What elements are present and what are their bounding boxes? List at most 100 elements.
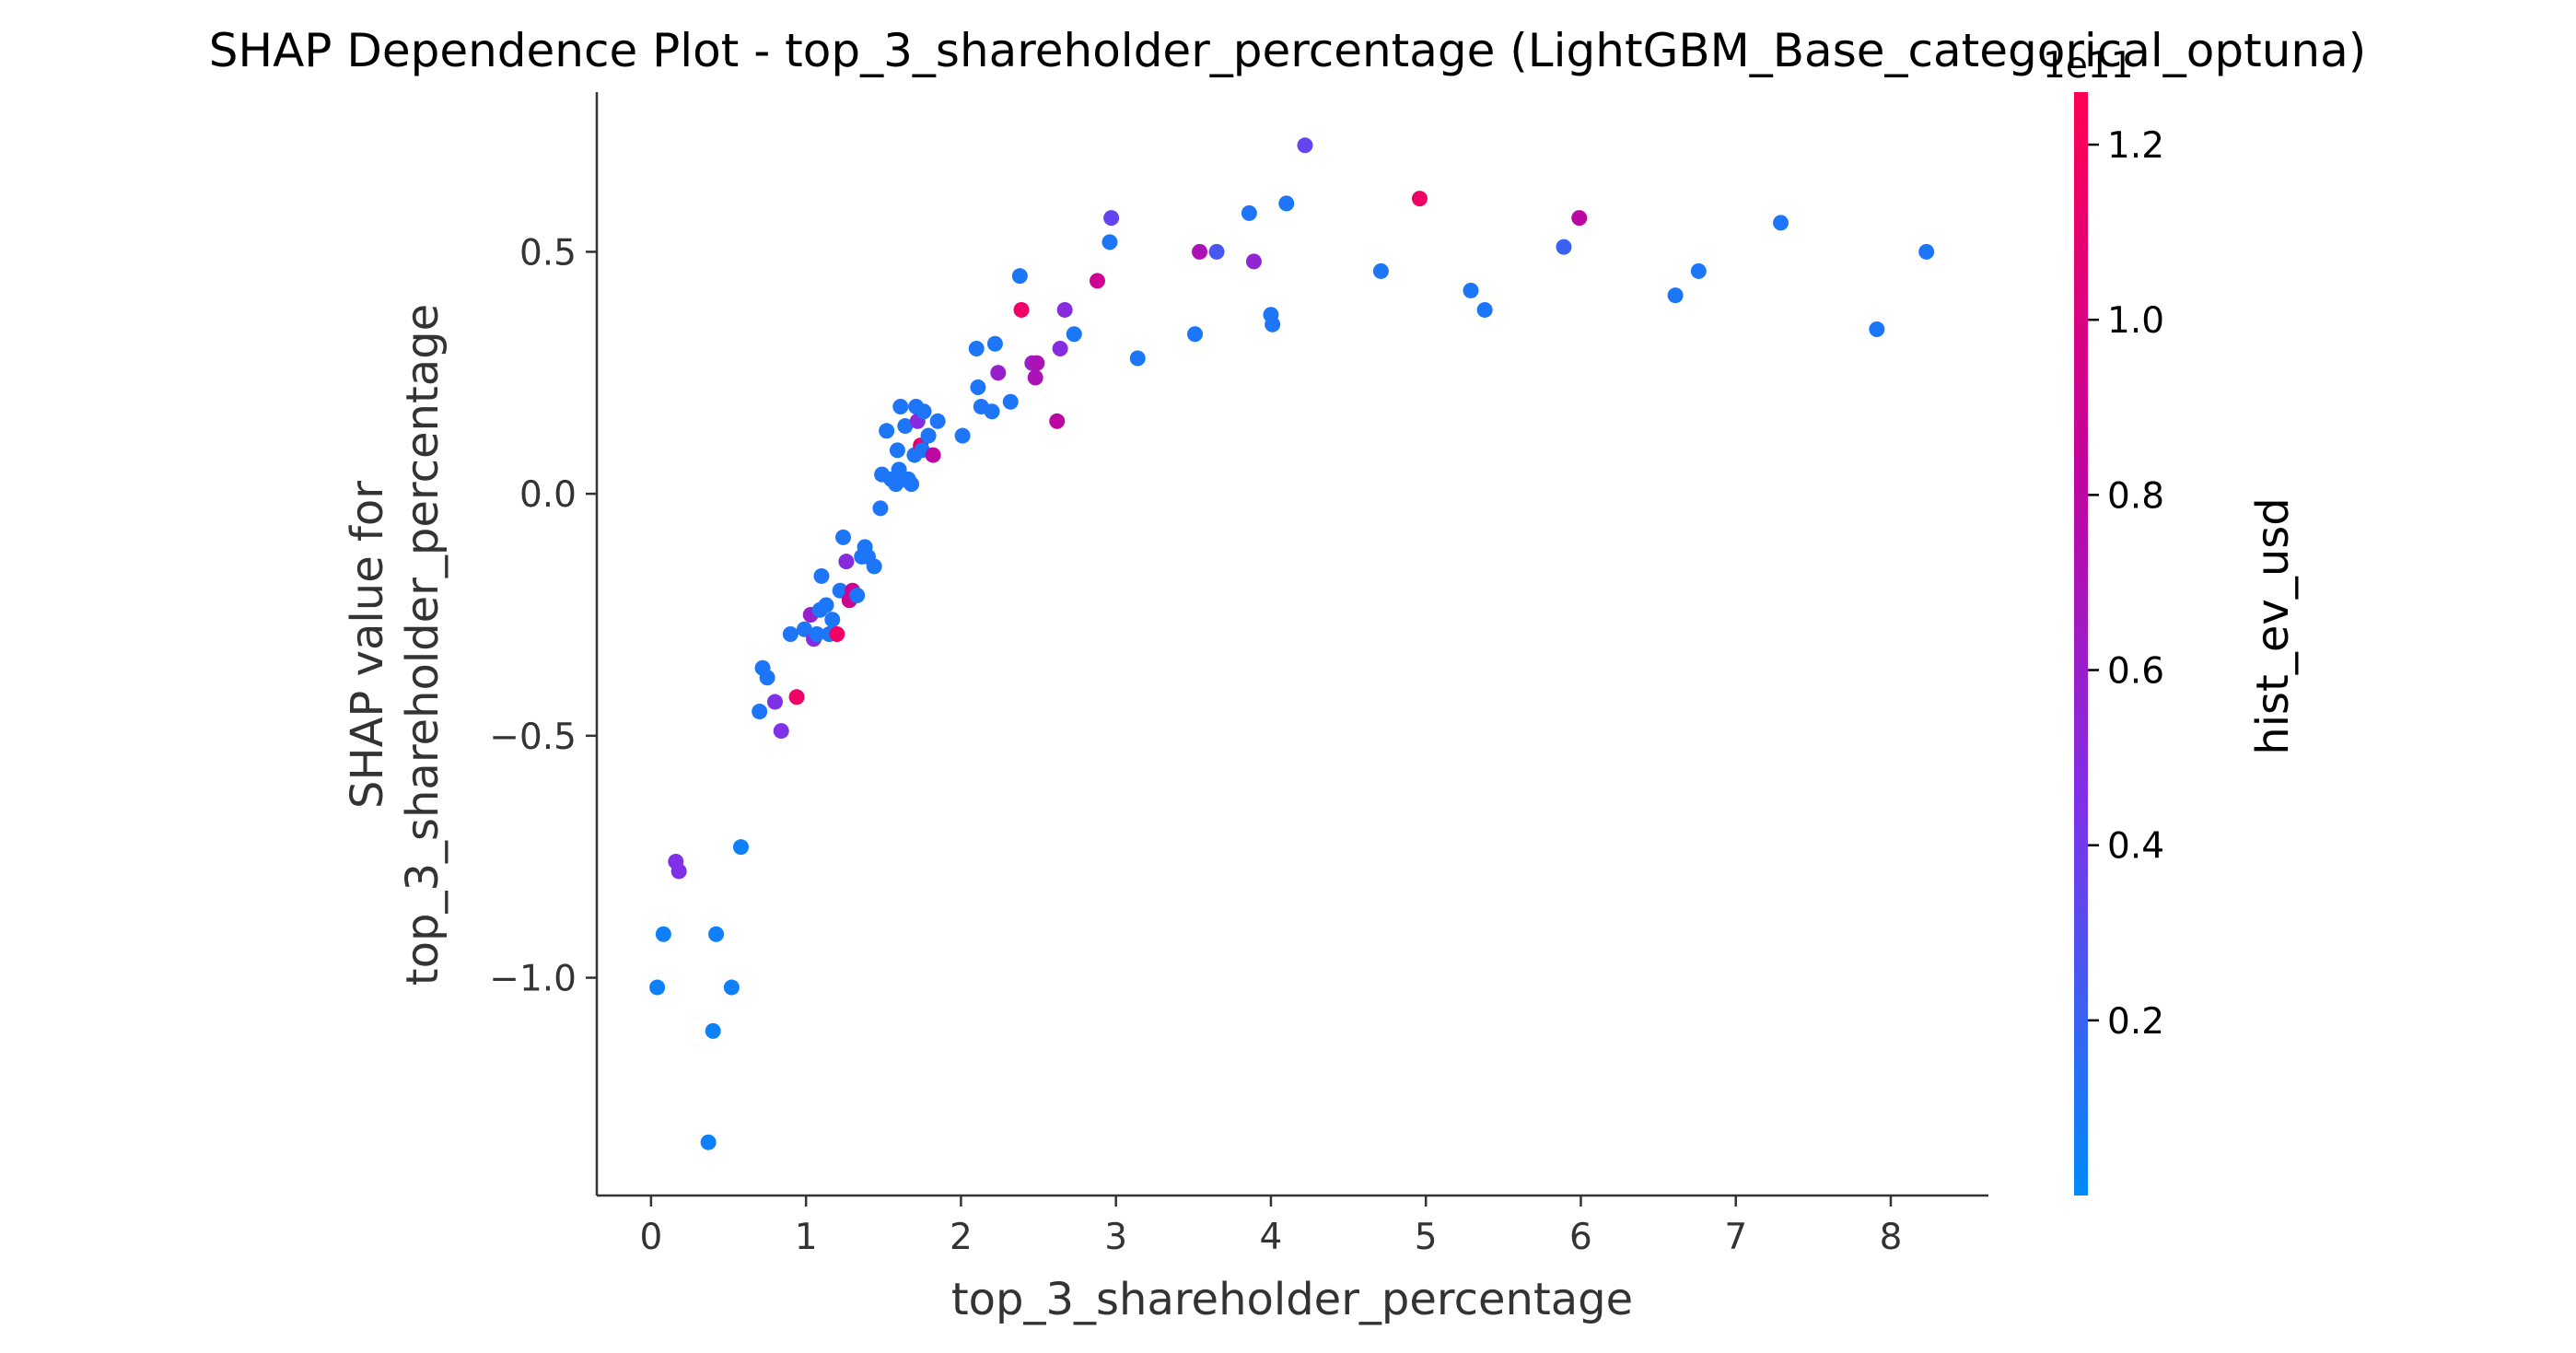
scatter-point [705,1022,721,1039]
scatter-point [818,597,834,613]
scatter-point [897,418,914,435]
scatter-point [655,926,671,942]
scatter-point [990,365,1007,381]
scatter-point [838,554,855,570]
plot-axes [595,92,1988,1197]
scatter-point [1690,262,1707,279]
scatter-point [903,476,920,493]
scatter-point [1476,301,1493,318]
scatter-point [782,625,798,642]
x-ticks: 0 1 2 3 4 5 6 7 8 [639,1196,1902,1258]
scatter-point [1245,253,1262,270]
scatter-point [970,379,986,396]
colorbar-tick-label: 0.2 [2107,1001,2164,1043]
scatter-point [1208,243,1225,260]
colorbar-tick-label: 0.6 [2107,651,2164,693]
x-axis-label: top_3_shareholder_percentage [951,1274,1633,1325]
scatter-point [1049,413,1066,429]
colorbar-label: hist_ev_usd [2247,497,2299,754]
scatter-point [732,839,749,856]
scatter-point [954,427,971,444]
scatter-point [1241,204,1257,221]
scatter-point [866,558,882,575]
scatter-point [1011,268,1028,285]
scatter-point [1029,355,1045,371]
scatter-point [1411,191,1428,207]
scatter-point [929,413,946,429]
scatter-point [824,612,841,628]
scatter-point [1066,326,1082,343]
scatter-point [984,403,1000,420]
scatter-point [1056,301,1073,318]
scatter-point [925,447,941,463]
y-tick-label: −1.0 [489,959,577,1000]
scatter-point [788,689,805,706]
scatter-point [670,863,687,880]
scatter-point [1297,137,1313,154]
x-tick-label: 3 [1104,1217,1127,1258]
colorbar-offset-text: 1e11 [2043,45,2133,87]
scatter-point [829,625,845,642]
scatter-point [1667,287,1684,304]
scatter-point [915,403,932,420]
scatter-point [879,423,895,439]
scatter-point [700,1134,717,1150]
scatter-point [773,723,789,740]
colorbar-tick-label: 1.0 [2107,300,2164,342]
scatter-point [1052,340,1068,356]
scatter-point [1103,210,1120,227]
scatter-point [723,979,740,996]
x-tick-label: 0 [639,1217,662,1258]
colorbar-tick-label: 1.2 [2107,125,2164,167]
scatter-point [920,427,937,444]
scatter-point [708,926,725,942]
scatter-point [1129,350,1146,367]
y-tick-label: −0.5 [489,717,577,758]
scatter-point [1869,321,1885,337]
scatter-point [1372,262,1389,279]
scatter-point [1773,215,1789,231]
scatter-point [649,979,666,996]
scatter-point [849,587,866,603]
scatter-point [1089,273,1105,289]
scatter-point [968,340,985,356]
colorbar-ticks: 0.2 0.4 0.6 0.8 1.0 1.2 [2088,125,2164,1043]
scatter-point [1102,234,1118,251]
colorbar-tick-label: 0.8 [2107,475,2164,517]
y-tick-label: 0.0 [519,474,577,516]
colorbar [2074,92,2088,1196]
scatter-point [835,529,852,545]
y-ticks: −1.0 −0.5 0.0 0.5 [489,232,597,1000]
scatter-point [1556,239,1572,255]
x-tick-label: 5 [1415,1217,1438,1258]
scatter-point [813,567,830,584]
chart-title: SHAP Dependence Plot - top_3_shareholder… [209,24,2367,77]
colorbar-tick-label: 0.4 [2107,826,2164,868]
y-axis-label-line2: top_3_shareholder_percentage [397,304,449,986]
scatter-point [832,582,848,599]
scatter-point [1463,282,1479,298]
scatter-point [889,442,905,459]
y-axis-label-line1: SHAP value for [342,481,393,809]
scatter-points [649,137,1935,1150]
scatter-point [892,399,909,415]
x-tick-label: 6 [1569,1217,1592,1258]
x-tick-label: 1 [795,1217,818,1258]
x-tick-label: 2 [950,1217,973,1258]
scatter-point [1013,301,1030,318]
scatter-point [1027,369,1043,386]
x-tick-label: 8 [1880,1217,1903,1258]
scatter-point [767,694,784,710]
scatter-point [1002,393,1019,410]
scatter-point [1278,195,1295,212]
x-tick-label: 7 [1724,1217,1747,1258]
y-tick-label: 0.5 [519,232,577,274]
scatter-point [986,335,1003,352]
scatter-point [1186,326,1203,343]
scatter-point [1265,316,1281,332]
scatter-point [1571,210,1588,227]
scatter-point [1918,243,1935,260]
scatter-point [872,500,889,517]
scatter-point [759,670,775,686]
